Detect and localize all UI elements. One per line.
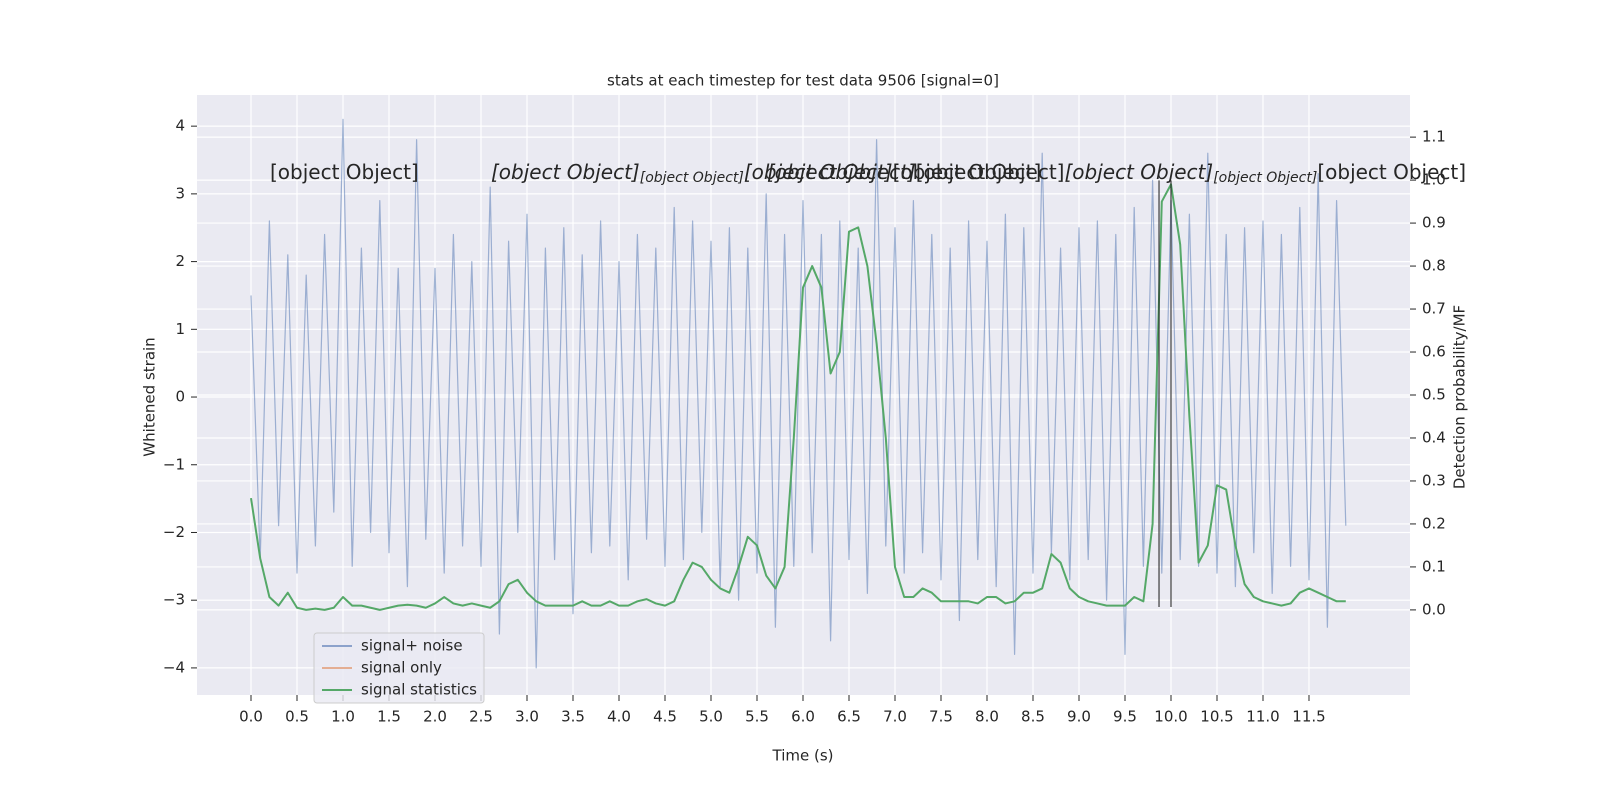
y2-tick-label: 0.9 (1422, 214, 1446, 232)
x-tick-label: 8.5 (1021, 708, 1045, 726)
legend: signal+ noise signal only signal statistic… (313, 632, 485, 704)
y2-tick-label: 0.1 (1422, 557, 1446, 575)
x-tick-label: 2.5 (469, 708, 493, 726)
series-line (250, 183, 1346, 611)
x-tick-label: 3.0 (515, 708, 539, 726)
annotation-part: [object Object] (270, 160, 419, 184)
x-tick-label: 6.5 (837, 708, 861, 726)
x-tick-label: 7.5 (929, 708, 953, 726)
annotation-part: [object Object] (1317, 160, 1466, 184)
y2-tick-label: 0.6 (1422, 343, 1446, 361)
x-tick-label: 1.0 (331, 708, 355, 726)
annotation: [object Object][object Object][object Ob… (767, 160, 1466, 187)
y2-axis-label: Detection probability/MF (1451, 305, 1469, 489)
x-tick-label: 5.0 (699, 708, 723, 726)
x-tick-label: 7.0 (883, 708, 907, 726)
x-tick-label: 11.0 (1246, 708, 1279, 726)
y2-tick-label: 0.2 (1422, 514, 1446, 532)
y-tick-label: 1 (175, 320, 185, 338)
y2-tick-label: 0.8 (1422, 257, 1446, 275)
y2-tick-label: 0.4 (1422, 428, 1446, 446)
y-tick-label: −4 (163, 658, 185, 676)
chart-title: stats at each timestep for test data 950… (607, 72, 999, 90)
x-tick-label: 3.5 (561, 708, 585, 726)
y-axis-label: Whitened strain (141, 337, 159, 456)
annotation-part: [object Object] (491, 160, 640, 184)
y2-tick-label: 0.3 (1422, 471, 1446, 489)
series-line (250, 118, 1347, 669)
y2-tick-label: 1.0 (1422, 171, 1446, 189)
legend-label: signal+ noise (361, 637, 463, 655)
annotation-part: [object Object] (767, 160, 916, 184)
annotation: [object Object][object Object][object Ob… (491, 160, 1041, 187)
x-axis-label: Time (s) (772, 747, 834, 765)
y-tick-label: −3 (163, 591, 185, 609)
x-tick-label: 8.0 (975, 708, 999, 726)
annotation-part: [object Object] (916, 160, 1065, 184)
y2-tick-label: 0.7 (1422, 300, 1446, 318)
x-tick-label: 6.0 (791, 708, 815, 726)
y2-tick-label: 0.5 (1422, 386, 1446, 404)
y-tick-label: 3 (175, 184, 185, 202)
annotation-part: [object Object] (640, 170, 744, 186)
annotation: [object Object] (270, 160, 419, 184)
x-tick-label: 9.0 (1067, 708, 1091, 726)
x-tick-label: 2.0 (423, 708, 447, 726)
y-tick-label: 2 (175, 252, 185, 270)
y-tick-label: 4 (175, 117, 185, 135)
x-tick-label: 10.5 (1200, 708, 1233, 726)
x-tick-label: 10.0 (1154, 708, 1187, 726)
x-tick-label: 0.5 (285, 708, 309, 726)
annotation-part: [object Object] (893, 160, 1042, 184)
x-tick-label: 4.5 (653, 708, 677, 726)
x-tick-label: 0.0 (239, 708, 263, 726)
legend-label: signal only (361, 659, 442, 677)
annotation-part: [object Object] (744, 160, 893, 184)
x-tick-label: 1.5 (377, 708, 401, 726)
legend-box (313, 632, 485, 704)
legend-label: signal statistics (361, 681, 477, 699)
y2-tick-label: 0.0 (1422, 600, 1446, 618)
x-tick-label: 5.5 (745, 708, 769, 726)
annotation-part: [object Object] (1213, 170, 1317, 186)
x-tick-label: 9.5 (1113, 708, 1137, 726)
annotation-part: [object Object] (1064, 160, 1213, 184)
y-tick-label: 0 (175, 388, 185, 406)
y-tick-label: −1 (163, 455, 185, 473)
y2-tick-label: 1.1 (1422, 128, 1446, 146)
x-tick-label: 4.0 (607, 708, 631, 726)
x-tick-label: 11.5 (1292, 708, 1325, 726)
y-tick-label: −2 (163, 523, 185, 541)
